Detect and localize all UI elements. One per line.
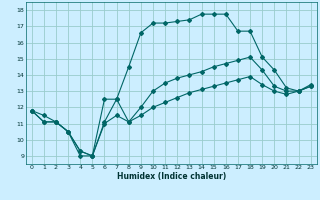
X-axis label: Humidex (Indice chaleur): Humidex (Indice chaleur) <box>116 172 226 181</box>
